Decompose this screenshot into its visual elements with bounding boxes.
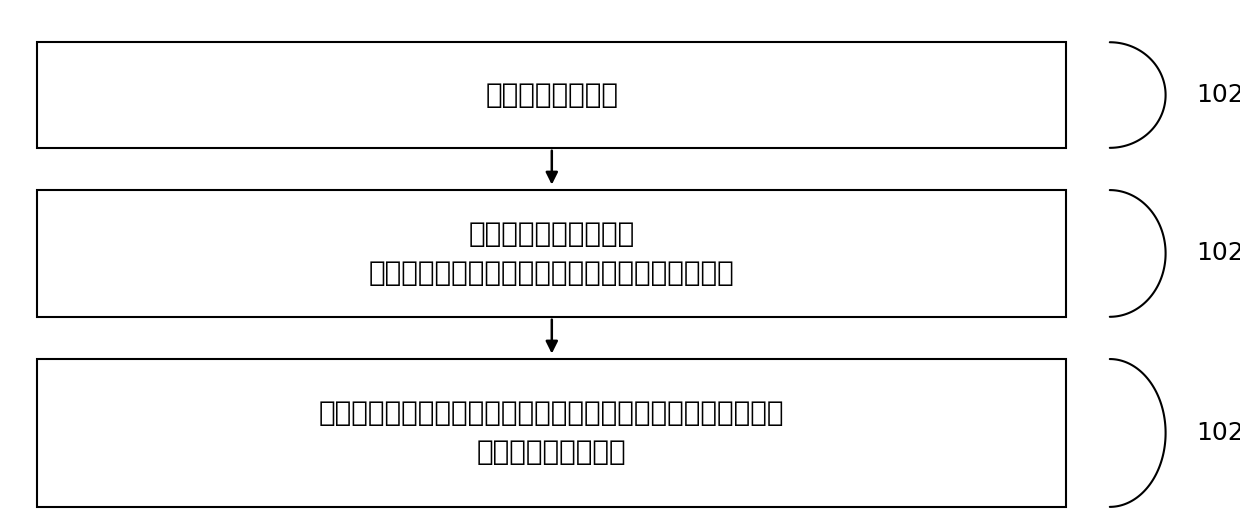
Text: 1023: 1023 [1197,421,1240,445]
Bar [37,42,1066,148]
Text: 根据测井曲线数据获取
地层水电阻率、储层总孔隙度及储层冲洗带电阻率: 根据测井曲线数据获取 地层水电阻率、储层总孔隙度及储层冲洗带电阻率 [370,220,734,287]
Bar [37,190,1066,317]
Text: 根据地层水电阻率、储层总孔隙度的乘积及储层冲洗带电阻率计
算等效孔隙截面指数: 根据地层水电阻率、储层总孔隙度的乘积及储层冲洗带电阻率计 算等效孔隙截面指数 [319,400,785,466]
Bar [37,359,1066,507]
Text: 1022: 1022 [1197,241,1240,266]
Text: 获取测井曲线数据: 获取测井曲线数据 [485,81,619,109]
Text: 1021: 1021 [1197,83,1240,107]
